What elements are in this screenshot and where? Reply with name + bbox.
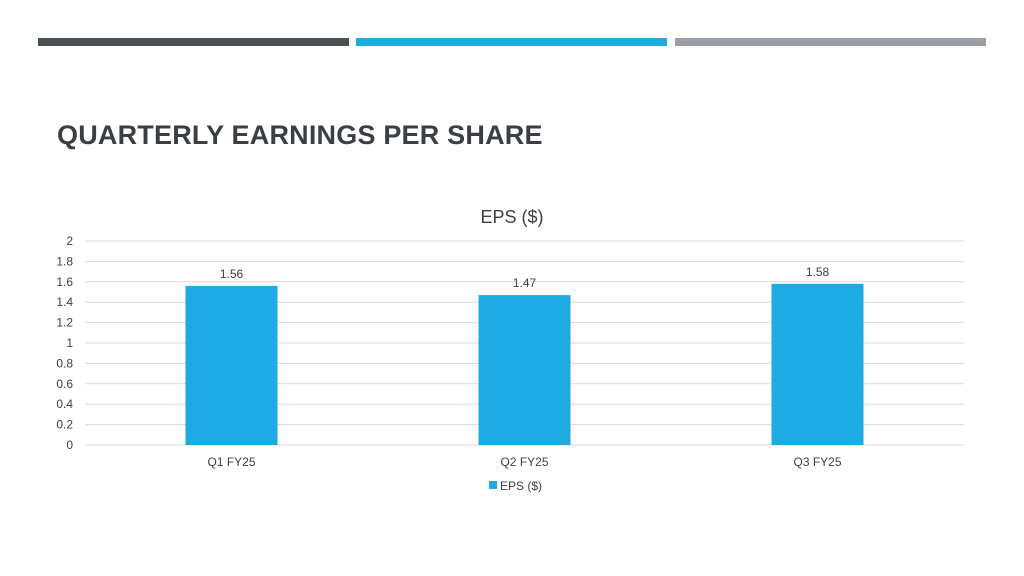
y-tick-label: 1.6: [56, 275, 73, 289]
x-tick-label: Q3 FY25: [793, 455, 841, 469]
data-label: 1.58: [806, 265, 830, 279]
y-tick-label: 0.2: [56, 418, 73, 432]
y-tick-label: 1: [66, 336, 73, 350]
chart-title: EPS ($): [480, 207, 543, 227]
accent-bar-dark: [38, 38, 349, 46]
y-tick-label: 1.4: [56, 295, 73, 309]
y-tick-label: 0.4: [56, 397, 73, 411]
legend-swatch: [489, 481, 497, 489]
legend-label: EPS ($): [500, 479, 542, 493]
bar: [771, 283, 864, 445]
y-tick-label: 0.6: [56, 377, 73, 391]
bar: [478, 295, 571, 445]
slide-title: QUARTERLY EARNINGS PER SHARE: [57, 120, 543, 150]
accent-bar-blue: [356, 38, 667, 46]
data-label: 1.56: [220, 267, 244, 281]
accent-bar-gray: [675, 38, 986, 46]
data-label: 1.47: [513, 276, 537, 290]
x-axis-ticks: Q1 FY25 Q2 FY25 Q3 FY25: [207, 455, 841, 469]
y-axis-ticks: 0 0.2 0.4 0.6 0.8 1 1.2 1.4 1.6 1.8 2: [56, 234, 73, 452]
y-tick-label: 1.2: [56, 316, 73, 330]
y-tick-label: 2: [66, 234, 73, 248]
bar: [185, 285, 278, 445]
data-labels: 1.56 1.47 1.58: [220, 265, 830, 290]
y-tick-label: 0.8: [56, 356, 73, 370]
legend: EPS ($): [489, 479, 542, 493]
x-tick-label: Q1 FY25: [207, 455, 255, 469]
y-tick-label: 1.8: [56, 254, 73, 268]
bars: [185, 283, 864, 445]
y-tick-label: 0: [66, 438, 73, 452]
x-tick-label: Q2 FY25: [500, 455, 548, 469]
